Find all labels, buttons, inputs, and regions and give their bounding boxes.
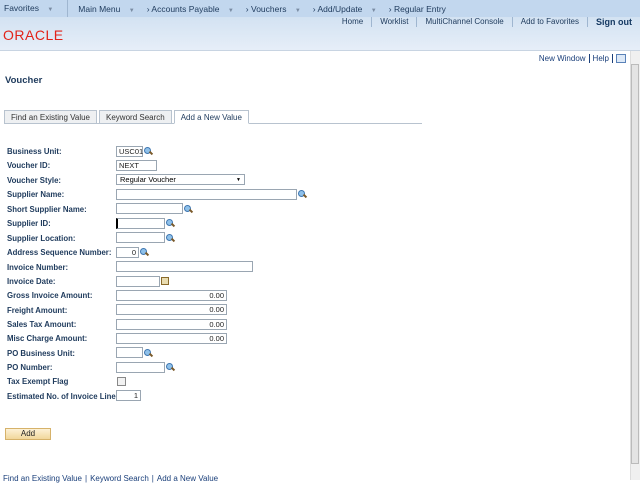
- divider: [588, 54, 590, 63]
- tax-exempt-label: Tax Exempt Flag: [7, 377, 69, 386]
- sales-tax-label: Sales Tax Amount:: [7, 320, 77, 329]
- crumb-label: Regular Entry: [393, 3, 446, 14]
- lookup-icon[interactable]: [166, 219, 174, 227]
- lookup-icon[interactable]: [166, 363, 174, 371]
- business-unit-label: Business Unit:: [7, 147, 62, 156]
- chevron-down-icon: ▼: [47, 7, 54, 13]
- supplier-name-label: Supplier Name:: [7, 190, 65, 199]
- multichannel-console-link[interactable]: MultiChannel Console: [416, 17, 511, 27]
- crumb-label: Vouchers: [251, 3, 287, 14]
- divider: [612, 54, 613, 63]
- footer-keyword-search-link[interactable]: Keyword Search: [90, 474, 149, 483]
- help-link[interactable]: Help: [592, 54, 609, 63]
- freight-amount-input[interactable]: 0.00: [116, 304, 227, 315]
- po-business-unit-input[interactable]: [116, 347, 143, 358]
- sales-tax-input[interactable]: 0.00: [116, 319, 227, 330]
- personalize-page-icon[interactable]: [616, 54, 626, 63]
- lookup-icon[interactable]: [184, 205, 192, 213]
- chevron-down-icon: ▼: [128, 7, 135, 14]
- po-number-label: PO Number:: [7, 363, 53, 372]
- footer-add-new-link[interactable]: Add a New Value: [156, 474, 219, 483]
- tab-add-new-value[interactable]: Add a New Value: [173, 110, 249, 124]
- home-link[interactable]: Home: [341, 17, 364, 26]
- tab-find-existing-value[interactable]: Find an Existing Value: [4, 110, 98, 124]
- supplier-name-input[interactable]: [116, 189, 297, 200]
- scrollbar-thumb[interactable]: [631, 64, 639, 464]
- tab-keyword-search[interactable]: Keyword Search: [99, 110, 172, 124]
- address-sequence-input[interactable]: 0: [116, 247, 139, 258]
- new-window-link[interactable]: New Window: [538, 54, 586, 63]
- footer-find-existing-link[interactable]: Find an Existing Value: [3, 474, 83, 483]
- sign-out-link[interactable]: Sign out: [587, 17, 632, 27]
- invoice-date-label: Invoice Date:: [7, 277, 56, 286]
- lookup-icon[interactable]: [298, 190, 306, 198]
- crumb-label: Add/Update: [317, 3, 363, 14]
- worklist-link[interactable]: Worklist: [371, 17, 416, 27]
- main-menu[interactable]: Main Menu ▼: [78, 4, 140, 14]
- crumb-label: Accounts Payable: [151, 3, 220, 14]
- po-business-unit-label: PO Business Unit:: [7, 349, 76, 358]
- misc-charge-label: Misc Charge Amount:: [7, 334, 88, 343]
- footer-links: Find an Existing Value | Keyword Search | …: [3, 474, 219, 483]
- short-supplier-name-label: Short Supplier Name:: [7, 205, 87, 214]
- add-button[interactable]: Add: [5, 428, 51, 440]
- header-links: Home Worklist MultiChannel Console Add t…: [334, 17, 632, 27]
- po-number-input[interactable]: [116, 362, 165, 373]
- breadcrumb-bar: Favorites ▼ Main Menu ▼ › Accounts Payab…: [0, 0, 640, 17]
- main-menu-label: Main Menu: [78, 3, 121, 14]
- business-unit-input[interactable]: USC01: [116, 146, 143, 157]
- est-invoice-lines-input[interactable]: 1: [116, 390, 141, 401]
- short-supplier-name-input[interactable]: [116, 203, 183, 214]
- chevron-down-icon: ▼: [294, 7, 301, 14]
- voucher-style-select[interactable]: Regular Voucher: [116, 174, 245, 185]
- supplier-location-label: Supplier Location:: [7, 234, 76, 243]
- crumb-add-update[interactable]: › Add/Update ▼: [312, 3, 377, 14]
- gross-amount-label: Gross Invoice Amount:: [7, 291, 93, 300]
- chevron-down-icon: ▼: [227, 7, 234, 14]
- lookup-icon[interactable]: [140, 248, 148, 256]
- gross-amount-input[interactable]: 0.00: [116, 290, 227, 301]
- chevron-down-icon: ▼: [370, 7, 377, 14]
- voucher-id-input[interactable]: NEXT: [116, 160, 157, 171]
- search-tabs: Find an Existing Value Keyword Search Ad…: [4, 110, 422, 124]
- invoice-number-input[interactable]: [116, 261, 253, 272]
- lookup-icon[interactable]: [166, 234, 174, 242]
- crumb-current: › Regular Entry: [388, 3, 446, 14]
- lookup-icon[interactable]: [144, 147, 152, 155]
- invoice-number-label: Invoice Number:: [7, 263, 69, 272]
- supplier-id-input[interactable]: [116, 218, 165, 229]
- est-invoice-lines-label: Estimated No. of Invoice Lines:: [7, 392, 123, 401]
- page-toolbar: New Window Help: [539, 54, 626, 63]
- tax-exempt-checkbox[interactable]: [117, 377, 126, 386]
- lookup-icon[interactable]: [144, 349, 152, 357]
- oracle-logo: ORACLE: [3, 27, 64, 43]
- supplier-location-input[interactable]: [116, 232, 165, 243]
- header: Favorites ▼ Main Menu ▼ › Accounts Payab…: [0, 0, 640, 51]
- add-to-favorites-link[interactable]: Add to Favorites: [511, 17, 587, 27]
- favorites-label: Favorites: [4, 3, 39, 13]
- misc-charge-input[interactable]: 0.00: [116, 333, 227, 344]
- freight-amount-label: Freight Amount:: [7, 306, 68, 315]
- voucher-style-label: Voucher Style:: [7, 176, 62, 185]
- crumb-vouchers[interactable]: › Vouchers ▼: [245, 3, 301, 14]
- invoice-date-input[interactable]: [116, 276, 160, 287]
- address-sequence-label: Address Sequence Number:: [7, 248, 112, 257]
- page-title: Voucher: [5, 75, 43, 86]
- supplier-id-label: Supplier ID:: [7, 219, 51, 228]
- calendar-icon[interactable]: [161, 277, 169, 285]
- favorites-menu[interactable]: Favorites ▼: [0, 0, 69, 17]
- voucher-id-label: Voucher ID:: [7, 161, 51, 170]
- crumb-accounts-payable[interactable]: › Accounts Payable ▼: [146, 3, 234, 14]
